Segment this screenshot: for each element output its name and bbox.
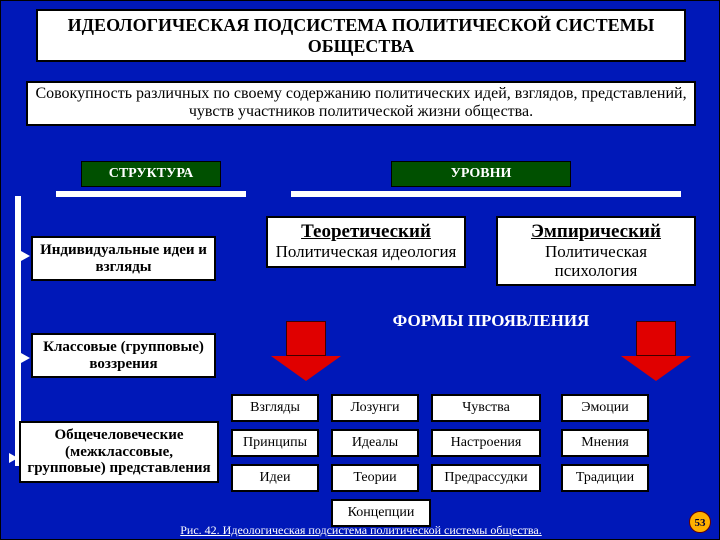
subtitle-text: Совокупность различных по своему содержа… <box>35 85 686 120</box>
arrow-down-icon <box>271 321 341 381</box>
forms-cell: Эмоции <box>561 394 649 422</box>
connector-arrow-icon <box>9 453 18 463</box>
arrow-down-icon <box>621 321 691 381</box>
subtitle-box: Совокупность различных по своему содержа… <box>26 81 696 126</box>
structure-item: Общечеловеческие (межклассовые, групповы… <box>19 421 219 483</box>
forms-cell: Теории <box>331 464 419 492</box>
title-text: ИДЕОЛОГИЧЕСКАЯ ПОДСИСТЕМА ПОЛИТИЧЕСКОЙ С… <box>68 15 655 56</box>
structure-item: Индивидуальные идеи и взгляды <box>31 236 216 281</box>
structure-item-text: Общечеловеческие (межклассовые, групповы… <box>27 427 210 476</box>
page-number: 53 <box>695 517 706 529</box>
forms-cell: Принципы <box>231 429 319 457</box>
forms-cell: Идеалы <box>331 429 419 457</box>
connector <box>56 191 246 197</box>
caption-text: Рис. 42. Идеологическая подсистема полит… <box>180 523 541 537</box>
page-number-badge: 53 <box>689 511 711 533</box>
level-title: Теоретический <box>274 222 458 243</box>
forms-cell: Настроения <box>431 429 541 457</box>
structure-item-text: Классовые (групповые) воззрения <box>43 339 204 372</box>
title-box: ИДЕОЛОГИЧЕСКАЯ ПОДСИСТЕМА ПОЛИТИЧЕСКОЙ С… <box>36 9 686 62</box>
forms-header-text: ФОРМЫ ПРОЯВЛЕНИЯ <box>393 311 590 330</box>
level-box: Эмпирический Политическая психология <box>496 216 696 286</box>
forms-header: ФОРМЫ ПРОЯВЛЕНИЯ <box>381 311 601 331</box>
forms-cell: Предрассудки <box>431 464 541 492</box>
levels-header: УРОВНИ <box>391 161 571 187</box>
levels-header-text: УРОВНИ <box>451 166 512 181</box>
connector-arrow-icon <box>21 353 30 363</box>
forms-cell: Чувства <box>431 394 541 422</box>
level-title: Эмпирический <box>504 222 688 243</box>
figure-caption: Рис. 42. Идеологическая подсистема полит… <box>1 523 720 538</box>
level-sub: Политическая идеология <box>274 243 458 262</box>
forms-cell: Традиции <box>561 464 649 492</box>
structure-item-text: Индивидуальные идеи и взгляды <box>40 242 207 275</box>
connector-arrow-icon <box>21 251 30 261</box>
connector <box>291 191 681 197</box>
level-box: Теоретический Политическая идеология <box>266 216 466 268</box>
forms-cell: Идеи <box>231 464 319 492</box>
slide: ИДЕОЛОГИЧЕСКАЯ ПОДСИСТЕМА ПОЛИТИЧЕСКОЙ С… <box>0 0 720 540</box>
structure-item: Классовые (групповые) воззрения <box>31 333 216 378</box>
forms-cell: Мнения <box>561 429 649 457</box>
structure-header-text: СТРУКТУРА <box>109 166 194 181</box>
forms-cell: Лозунги <box>331 394 419 422</box>
structure-header: СТРУКТУРА <box>81 161 221 187</box>
forms-cell: Взгляды <box>231 394 319 422</box>
level-sub: Политическая психология <box>504 243 688 280</box>
